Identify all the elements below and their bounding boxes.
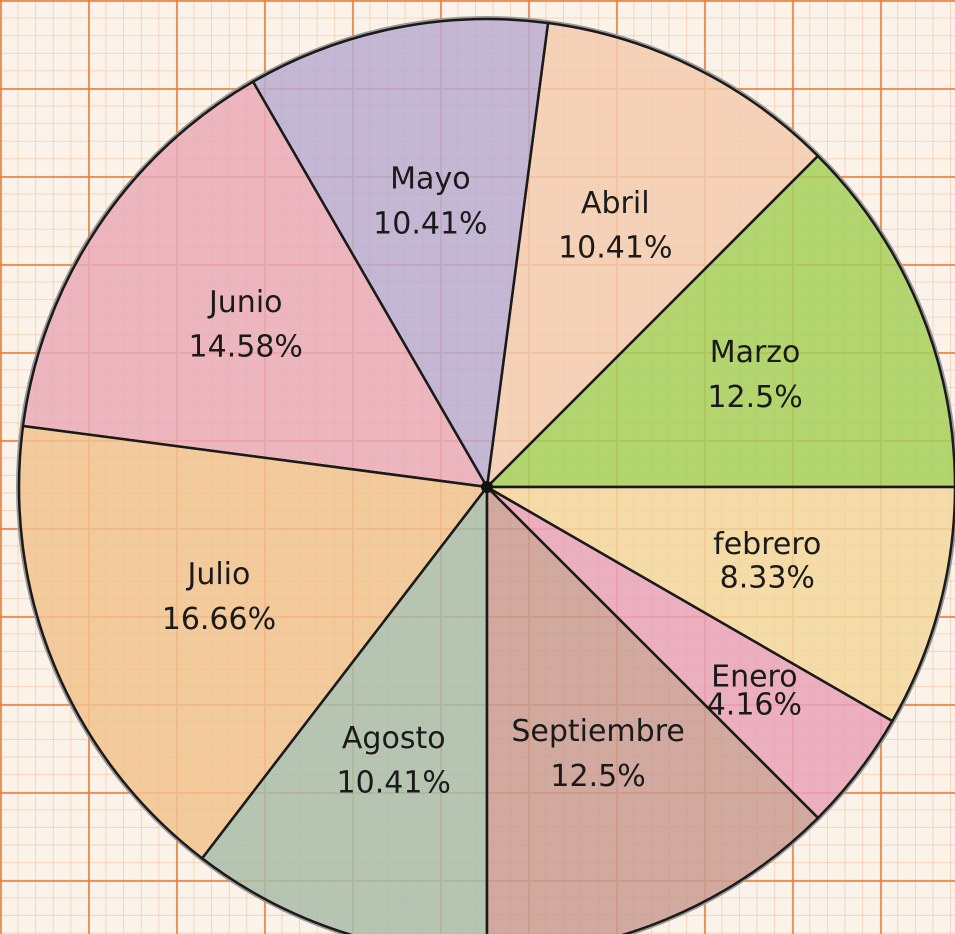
slice-value-label: 8.33% (720, 560, 815, 595)
slice-value-label: 10.41% (373, 206, 487, 241)
slice-label: Agosto (342, 721, 446, 756)
slice-value-label: 12.5% (550, 759, 645, 794)
page: Marzo 12.5% Abril 10.41% Mayo 10.41% Junio 14.5… (0, 0, 955, 934)
pie-center (481, 481, 493, 493)
slice-label: Abril (581, 186, 650, 221)
chart: Marzo 12.5% Abril 10.41% Mayo 10.41% Junio 14.5… (0, 0, 955, 934)
slice-label: febrero (713, 527, 821, 562)
slice-label: Marzo (710, 335, 801, 370)
slice-value-label: 4.16% (707, 688, 802, 723)
slice-value-label: 14.58% (189, 330, 303, 365)
slice-label: Junio (207, 285, 283, 320)
slice-value-label: 10.41% (558, 231, 672, 266)
slice-label: Septiembre (511, 714, 685, 749)
slice-value-label: 12.5% (707, 380, 802, 415)
slice-value-label: 16.66% (162, 602, 276, 637)
slice-label: Mayo (390, 162, 470, 197)
slice-value-label: 10.41% (337, 766, 451, 801)
slice-label: Julio (185, 557, 250, 592)
